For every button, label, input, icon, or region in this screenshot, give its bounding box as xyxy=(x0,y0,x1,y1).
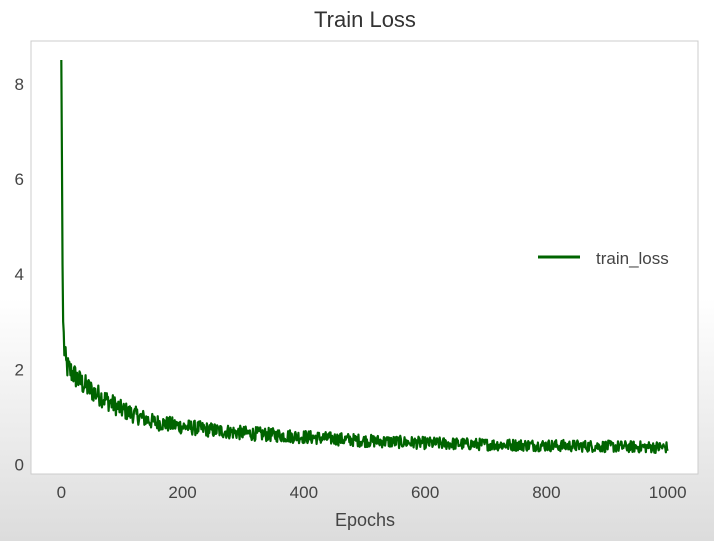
x-tick-label: 0 xyxy=(57,483,66,502)
x-tick-label: 400 xyxy=(290,483,318,502)
y-tick-label: 0 xyxy=(15,455,24,474)
x-axis-ticks: 0 200 400 600 800 1000 xyxy=(57,483,687,502)
y-tick-label: 6 xyxy=(15,170,24,189)
y-tick-label: 8 xyxy=(15,75,24,94)
x-tick-label: 600 xyxy=(411,483,439,502)
y-tick-label: 2 xyxy=(15,360,24,379)
x-tick-label: 1000 xyxy=(649,483,687,502)
legend: train_loss xyxy=(538,249,669,268)
y-tick-label: 4 xyxy=(15,265,24,284)
train-loss-line xyxy=(60,60,669,454)
legend-label-train-loss: train_loss xyxy=(596,249,669,268)
y-axis-ticks: 0 2 4 6 8 xyxy=(15,75,24,475)
x-axis-label: Epochs xyxy=(335,510,395,530)
x-tick-label: 800 xyxy=(532,483,560,502)
chart-title: Train Loss xyxy=(314,7,416,32)
plot-area xyxy=(30,40,699,475)
x-tick-label: 200 xyxy=(168,483,196,502)
